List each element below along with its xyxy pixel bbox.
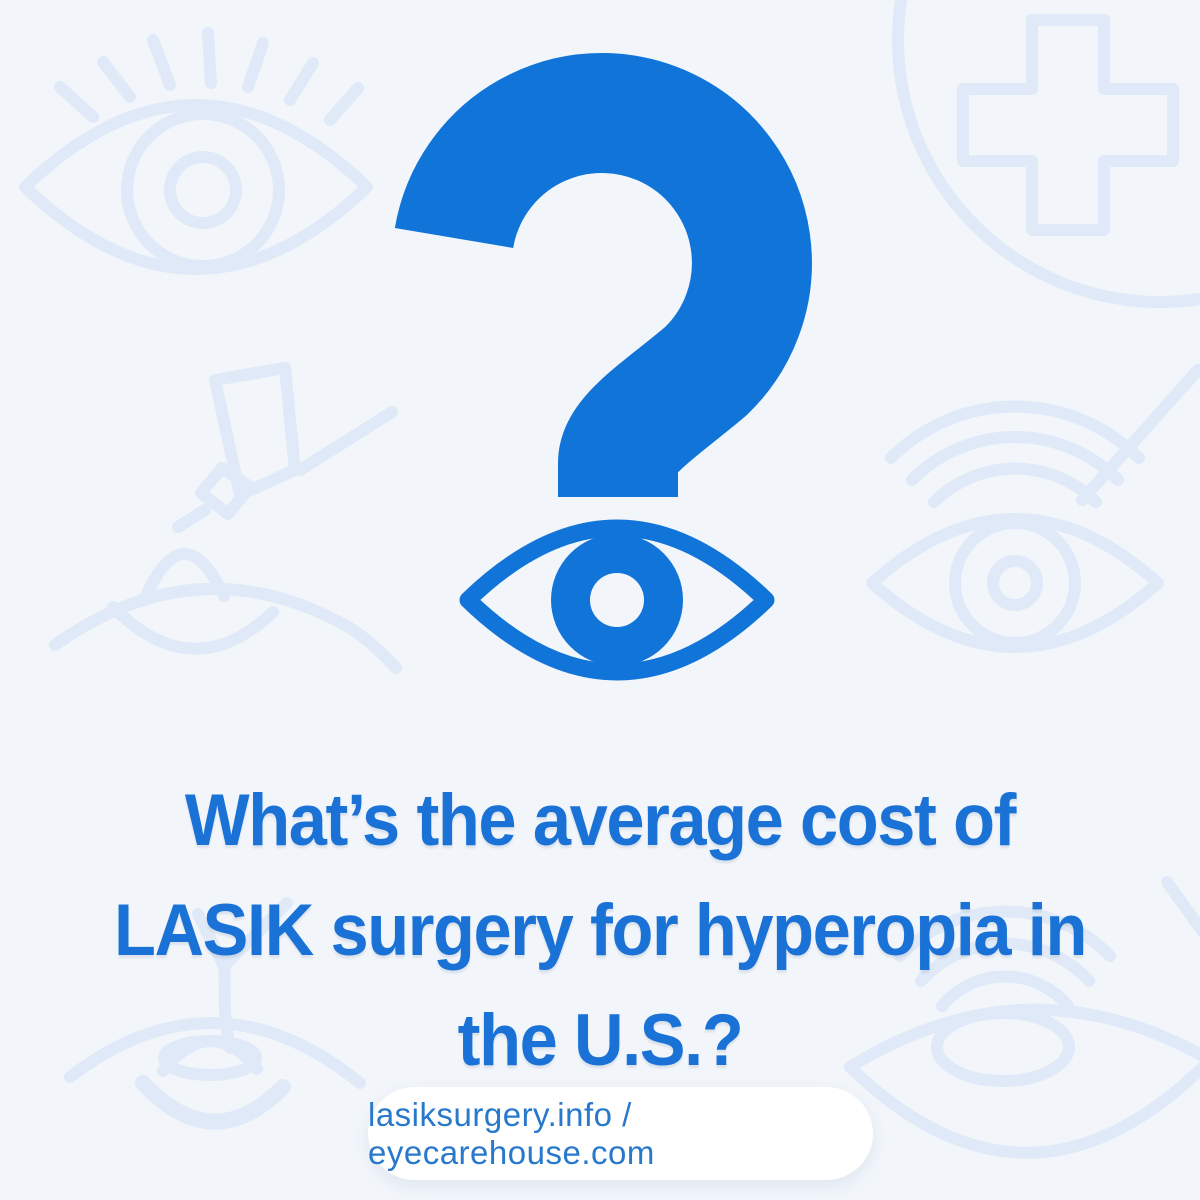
eye-scan-waves-icon bbox=[866, 364, 1200, 653]
eye-with-lashes-icon bbox=[19, 27, 373, 275]
eye-scan-waves-icon bbox=[844, 876, 1200, 1159]
website-text: lasiksurgery.info / eyecarehouse.com bbox=[368, 1095, 655, 1171]
medical-cross-circle-icon bbox=[892, 0, 1200, 308]
website-pill: lasiksurgery.info / eyecarehouse.com bbox=[368, 1087, 873, 1180]
pupil-shape bbox=[590, 573, 644, 627]
title-line-2: LASIK surgery for hyperopia in bbox=[114, 890, 1087, 971]
title-line-1: What’s the average cost of bbox=[184, 780, 1017, 861]
eye-icon bbox=[459, 519, 775, 681]
question-title: What’s the average cost of LASIK surgery… bbox=[36, 766, 1164, 1096]
eye-surgery-tool-icon bbox=[64, 897, 366, 1130]
question-mark-icon bbox=[394, 53, 812, 523]
laser-pen-cornea-icon bbox=[49, 362, 402, 674]
title-line-3: the U.S.? bbox=[457, 1000, 744, 1081]
